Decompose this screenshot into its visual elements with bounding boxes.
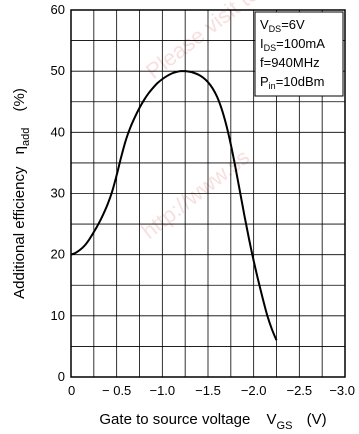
x-tick-label: −3.0 [329,383,355,398]
y-tick-label: 30 [51,186,65,201]
x-tick-label: 0 [68,383,75,398]
y-axis-label-text: Additional efficiency [11,166,28,299]
x-tick-label: −1.0 [149,383,175,398]
conditions-box: VDS=6V IDS=100mA f=940MHz Pin=10dBm [254,11,344,97]
x-tick-label: −2.0 [241,383,267,398]
y-tick-label: 60 [51,2,65,17]
efficiency-series-line [70,70,278,341]
x-axis-label-sub: GS [277,420,293,432]
condition-line: Pin=10dBm [260,74,324,91]
grid [71,10,345,377]
x-tick-label: −2.5 [286,383,312,398]
y-axis-label-sub: add [20,128,32,146]
y-axis-label: Additional efficiency ηadd (%) [11,88,33,299]
x-tick-label: −1.5 [195,383,221,398]
x-axis-label-symbol: V [267,411,277,428]
y-tick-label: 0 [58,369,65,384]
x-tick-label: − 0.5 [102,383,131,398]
y-tick-label: 10 [51,308,65,323]
condition-line: VDS=6V [260,17,305,34]
y-tick-label: 20 [51,247,65,262]
x-axis-label-unit: (V) [307,411,327,428]
watermark-text: http://www.ss [137,144,255,243]
y-axis-label-unit: (%) [11,88,28,111]
series-layer [70,70,278,341]
condition-line: IDS=100mA [260,36,325,53]
y-tick-label: 50 [51,63,65,78]
plot-frame [70,9,346,378]
ticks: 0 10 20 30 40 50 60 0 − 0.5 −1.0 −1.5 −2.0 −2.5 −3.0 [51,2,355,398]
y-axis-label-symbol: η [11,146,28,154]
x-axis-label-text: Gate to source voltage [99,411,250,428]
y-tick-label: 40 [51,124,65,139]
x-axis-label: Gate to source voltage VGS (V) [99,411,326,433]
condition-line: f=940MHz [260,55,320,70]
conditions-box-frame [254,11,344,97]
